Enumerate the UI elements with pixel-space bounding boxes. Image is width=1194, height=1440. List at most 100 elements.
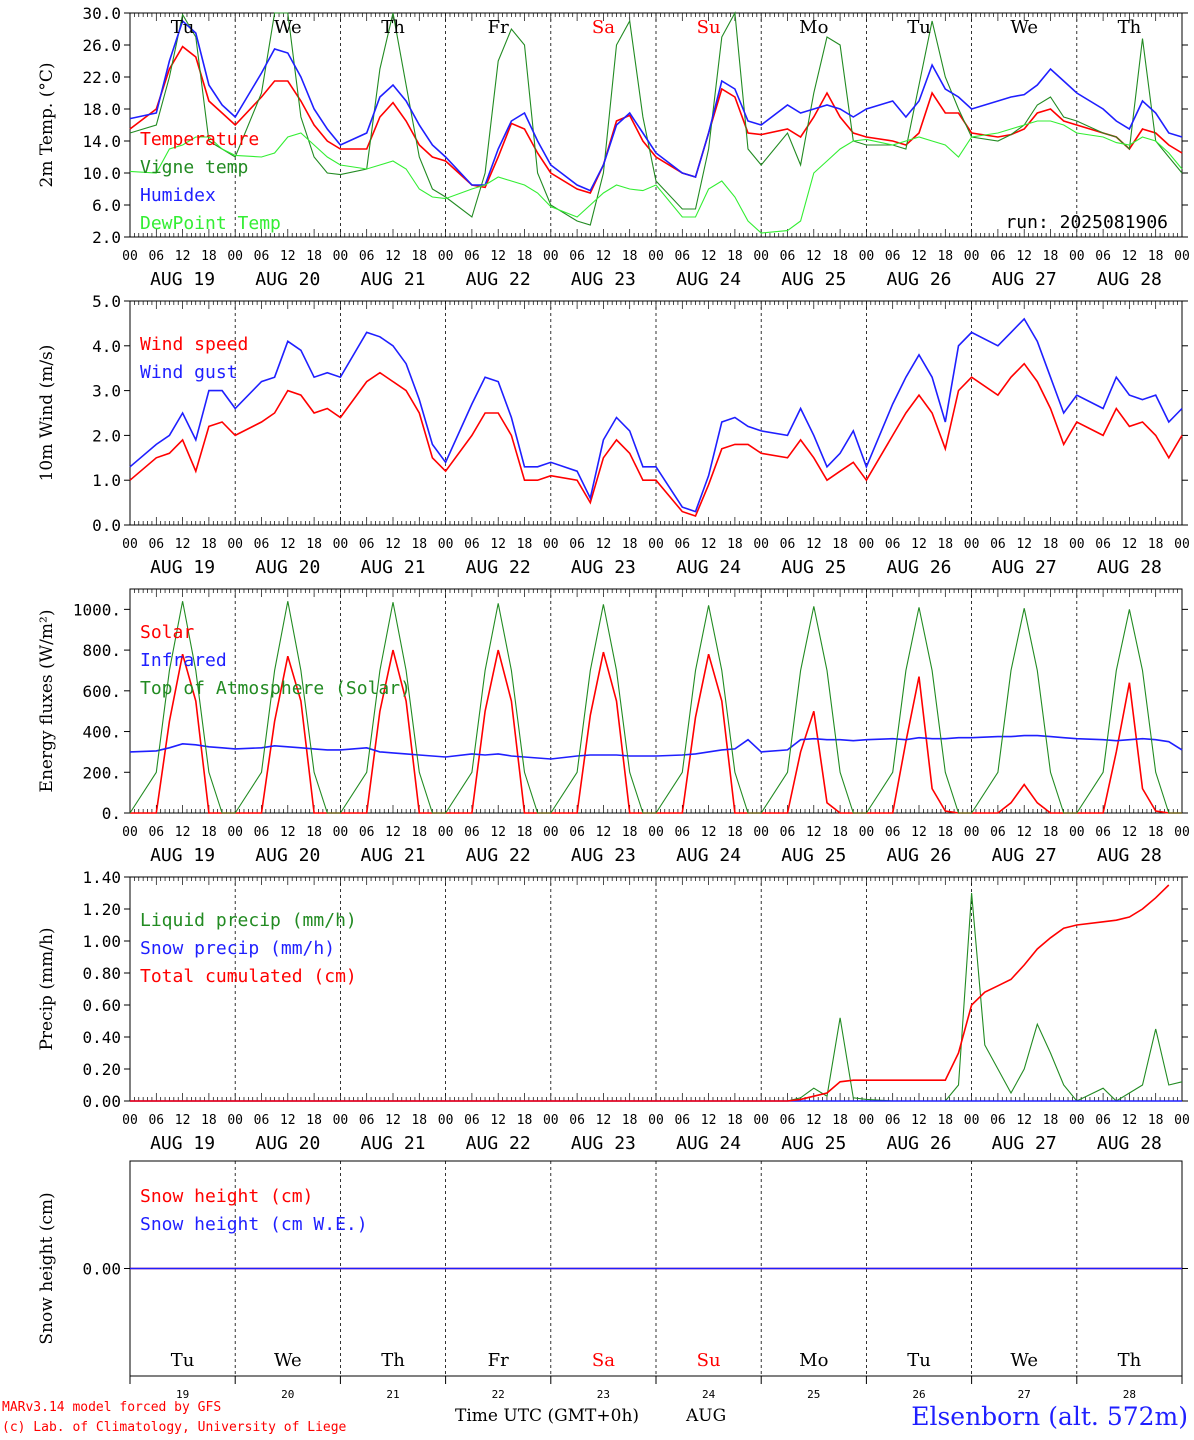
x-hour-label: 00 [438, 537, 454, 552]
x-hour-label: 00 [648, 249, 664, 264]
legend-entry: Total cumulated (cm) [140, 966, 357, 987]
day-number: 27 [1018, 1388, 1031, 1401]
x-hour-label: 18 [517, 1113, 533, 1128]
x-hour-label: 06 [359, 249, 375, 264]
y-tick-label: 22.0 [82, 68, 121, 87]
day-name-bottom: Tu [907, 1350, 931, 1371]
day-name-top: Tu [907, 17, 931, 38]
day-name-bottom: We [1010, 1350, 1038, 1371]
x-hour-label: 12 [1122, 537, 1138, 552]
x-hour-label: 06 [990, 1113, 1006, 1128]
y-tick-label: 4.0 [92, 337, 121, 356]
x-hour-label: 06 [885, 825, 901, 840]
day-number: 21 [386, 1388, 399, 1401]
x-hour-label: 18 [622, 249, 638, 264]
x-hour-label: 18 [727, 1113, 743, 1128]
x-date-label: AUG 24 [676, 269, 741, 290]
x-date-label: AUG 27 [992, 269, 1057, 290]
day-number: 25 [807, 1388, 820, 1401]
x-hour-label: 12 [1122, 1113, 1138, 1128]
x-hour-label: 12 [490, 825, 506, 840]
y-tick-label: 1.40 [82, 868, 121, 887]
x-hour-label: 18 [832, 1113, 848, 1128]
x-date-label: AUG 24 [676, 1133, 741, 1154]
x-hour-label: 18 [1043, 537, 1059, 552]
x-hour-label: 18 [727, 249, 743, 264]
x-hour-label: 12 [175, 537, 191, 552]
x-hour-label: 12 [596, 249, 612, 264]
series-line-4 [129, 120, 1183, 234]
panel-1: 2.0 6.0 10.0 14.0 18.0 22.0 26.0 30.0 2m Temp. (… [37, 4, 1190, 290]
x-hour-label: 06 [569, 825, 585, 840]
x-date-label: AUG 26 [886, 269, 951, 290]
x-hour-label: 18 [937, 249, 953, 264]
day-name-bottom: Tu [171, 1350, 195, 1371]
x-hour-label: 12 [911, 249, 927, 264]
y-tick-label: 18.0 [82, 100, 121, 119]
x-hour-label: 18 [1148, 537, 1164, 552]
x-hour-label: 06 [359, 1113, 375, 1128]
x-hour-label: 00 [1069, 537, 1085, 552]
x-hour-label: 12 [490, 1113, 506, 1128]
x-hour-label: 18 [622, 537, 638, 552]
day-name-top: Th [1118, 17, 1142, 38]
x-hour-label: 18 [411, 249, 427, 264]
x-hour-label: 06 [674, 537, 690, 552]
day-number: 20 [281, 1388, 294, 1401]
x-hour-label: 00 [753, 825, 769, 840]
legend-entry: DewPoint Temp [140, 213, 281, 234]
x-hour-label: 06 [990, 825, 1006, 840]
y-tick-label: 1.00 [82, 932, 121, 951]
x-date-label: AUG 28 [1097, 1133, 1162, 1154]
x-hour-label: 06 [464, 825, 480, 840]
x-hour-label: 18 [937, 537, 953, 552]
hour-ticks [129, 301, 1183, 525]
x-hour-label: 18 [201, 1113, 217, 1128]
x-hour-label: 06 [359, 537, 375, 552]
x-date-label: AUG 23 [571, 557, 636, 578]
y-tick-label: 3.0 [92, 382, 121, 401]
x-hour-label: 00 [1069, 825, 1085, 840]
x-hour-label: 18 [727, 825, 743, 840]
x-hour-label: 12 [596, 1113, 612, 1128]
x-date-label: AUG 20 [255, 557, 320, 578]
x-hour-label: 12 [701, 825, 717, 840]
x-hour-label: 00 [1174, 249, 1190, 264]
x-hour-label: 12 [911, 1113, 927, 1128]
series-line-2 [129, 317, 1183, 513]
x-date-label: AUG 25 [781, 269, 846, 290]
x-hour-label: 18 [517, 249, 533, 264]
x-hour-label: 06 [674, 249, 690, 264]
x-hour-label: 00 [964, 825, 980, 840]
x-hour-label: 06 [990, 537, 1006, 552]
y-tick-label: 0.00 [82, 1260, 121, 1279]
x-hour-label: 12 [701, 537, 717, 552]
x-hour-label: 00 [753, 537, 769, 552]
x-hour-label: 12 [1016, 537, 1032, 552]
panel-3: 0. 200. 400. 600. 800. 1000. Energy fluxes (W/… [37, 588, 1190, 866]
x-hour-label: 12 [280, 537, 296, 552]
x-hour-label: 06 [148, 825, 164, 840]
x-date-label: AUG 23 [571, 845, 636, 866]
x-date-label: AUG 28 [1097, 557, 1162, 578]
y-tick-label: 1.20 [82, 900, 121, 919]
y-tick-label: 0.0 [92, 516, 121, 535]
x-hour-label: 00 [859, 825, 875, 840]
legend-entry: Wind speed [140, 334, 248, 355]
x-hour-label: 00 [859, 537, 875, 552]
x-date-label: AUG 19 [150, 557, 215, 578]
x-hour-label: 18 [832, 537, 848, 552]
x-hour-label: 18 [306, 1113, 322, 1128]
day-name-top: We [274, 17, 302, 38]
x-hour-label: 06 [780, 249, 796, 264]
y-tick-label: 6.0 [92, 196, 121, 215]
x-hour-label: 06 [990, 249, 1006, 264]
x-date-label: AUG 23 [571, 269, 636, 290]
x-date-label: AUG 19 [150, 1133, 215, 1154]
x-date-label: AUG 21 [360, 269, 425, 290]
x-hour-label: 00 [648, 1113, 664, 1128]
y-tick-label: 1.0 [92, 471, 121, 490]
x-hour-label: 00 [859, 249, 875, 264]
x-hour-label: 06 [464, 249, 480, 264]
legend-entry: Top of Atmosphere (Solar) [140, 678, 411, 699]
